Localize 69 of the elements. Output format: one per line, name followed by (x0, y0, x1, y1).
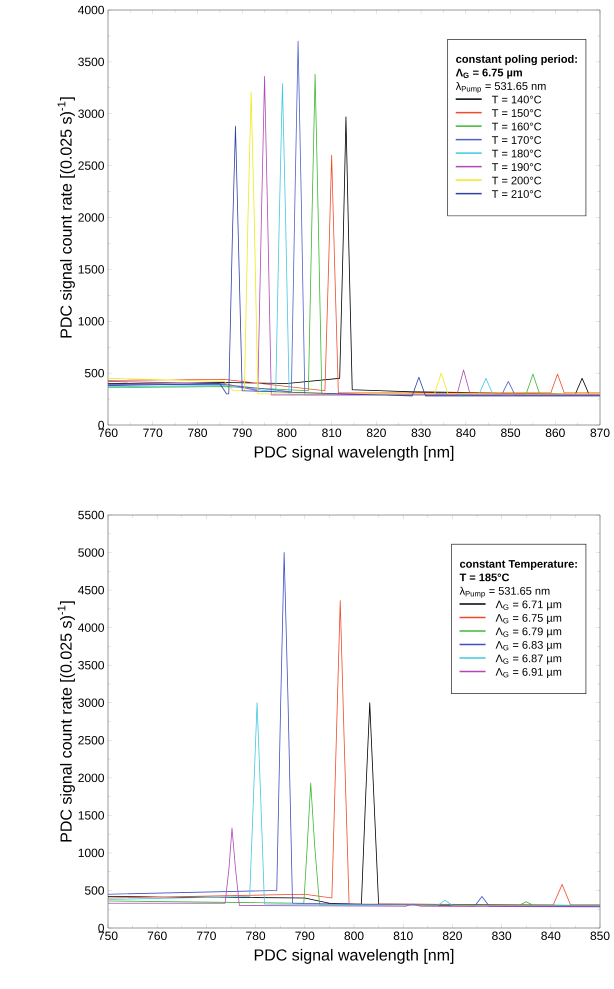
y-tick-label: 0 (98, 924, 104, 932)
legend-label: T = 150°C (492, 109, 542, 117)
y-tick-label: 5500 (78, 510, 104, 520)
legend-label: Λ$_{G}$ = 6.91 µm (496, 668, 562, 678)
y-tick-label: 500 (84, 368, 104, 378)
x-tick-label: 820 (442, 932, 462, 940)
x-tick-label: 860 (546, 428, 565, 438)
legend-label: T = 210°C (492, 190, 542, 198)
x-tick-label: 820 (366, 428, 386, 438)
x-tick-label: 840 (456, 428, 476, 438)
x-tick-label: 830 (412, 428, 431, 438)
x-tick-label: 810 (394, 932, 413, 940)
x-tick-label: 790 (232, 428, 252, 438)
y-tick-label: 4000 (78, 6, 104, 14)
x-tick-label: 830 (492, 932, 512, 940)
legend-label: Λ$_{G}$ = 6.79 µm (496, 628, 562, 638)
y-axis-title: PDC signal count rate [(0.025 s)$^{-1}$] (58, 97, 75, 338)
x-tick-label: 800 (344, 932, 364, 940)
x-tick-label: 790 (295, 932, 314, 940)
legend-label: Λ$_{G}$ = 6.83 µm (496, 641, 562, 651)
legend-label: Λ$_{G}$ = 6.71 µm (496, 600, 562, 610)
annotation: Λ$_{G}$ = 6.75 µm (456, 68, 522, 79)
x-tick-label: 870 (590, 428, 610, 438)
x-tick-label: 840 (541, 932, 560, 940)
legend-label: T = 170°C (492, 136, 542, 144)
y-tick-label: 2500 (78, 161, 104, 170)
legend-label: T = 180°C (492, 150, 542, 158)
y-tick-label: 1000 (78, 848, 104, 858)
line-series (108, 828, 600, 908)
x-tick-label: 850 (501, 428, 520, 438)
legend-label: T = 200°C (492, 176, 542, 184)
y-tick-label: 2000 (78, 213, 104, 222)
y-tick-label: 2000 (78, 774, 104, 782)
x-tick-label: 810 (322, 428, 342, 438)
legend-label: T = 160°C (492, 122, 542, 130)
legend-label: Λ$_{G}$ = 6.87 µm (496, 654, 562, 664)
legend-title: constant Temperature: (460, 560, 577, 570)
y-tick-label: 1500 (78, 811, 104, 820)
y-tick-label: 5000 (78, 548, 104, 557)
y-tick-label: 1000 (78, 317, 104, 326)
y-tick-label: 500 (84, 886, 104, 895)
legend-title: constant poling period: (456, 54, 577, 66)
y-tick-label: 4500 (78, 586, 104, 594)
y-axis-title: PDC signal count rate [(0.025 s)$^{-1}$] (58, 601, 75, 842)
x-tick-label: 760 (98, 428, 118, 438)
legend-label: T = 190°C (492, 163, 542, 171)
y-tick-label: 3000 (78, 110, 104, 118)
x-tick-label: 770 (197, 932, 216, 940)
x-axis-title: PDC signal wavelength [nm] (254, 446, 454, 461)
x-tick-label: 780 (246, 932, 266, 940)
x-tick-label: 780 (188, 428, 207, 438)
y-tick-label: 3500 (78, 58, 104, 66)
x-axis-title: PDC signal wavelength [nm] (254, 948, 454, 964)
annotation: λ$_{Pump}$ = 531.65 nm (460, 586, 550, 598)
y-tick-label: 1500 (78, 265, 104, 274)
x-tick-label: 770 (143, 428, 162, 438)
x-tick-label: 750 (98, 932, 118, 940)
annotation: T = 185°C (460, 574, 510, 582)
x-tick-label: 850 (590, 932, 610, 940)
y-tick-label: 3000 (78, 698, 104, 707)
y-tick-label: 2500 (78, 736, 104, 745)
y-tick-label: 4000 (78, 623, 104, 632)
legend-label: T = 140°C (492, 96, 542, 104)
legend-label: Λ$_{G}$ = 6.75 µm (496, 614, 562, 624)
x-tick-label: 760 (148, 932, 167, 940)
annotation: λ$_{Pump}$ = 531.65 nm (456, 82, 546, 94)
y-tick-label: 0 (98, 420, 104, 430)
y-tick-label: 3500 (78, 660, 104, 670)
x-tick-label: 800 (277, 428, 296, 438)
